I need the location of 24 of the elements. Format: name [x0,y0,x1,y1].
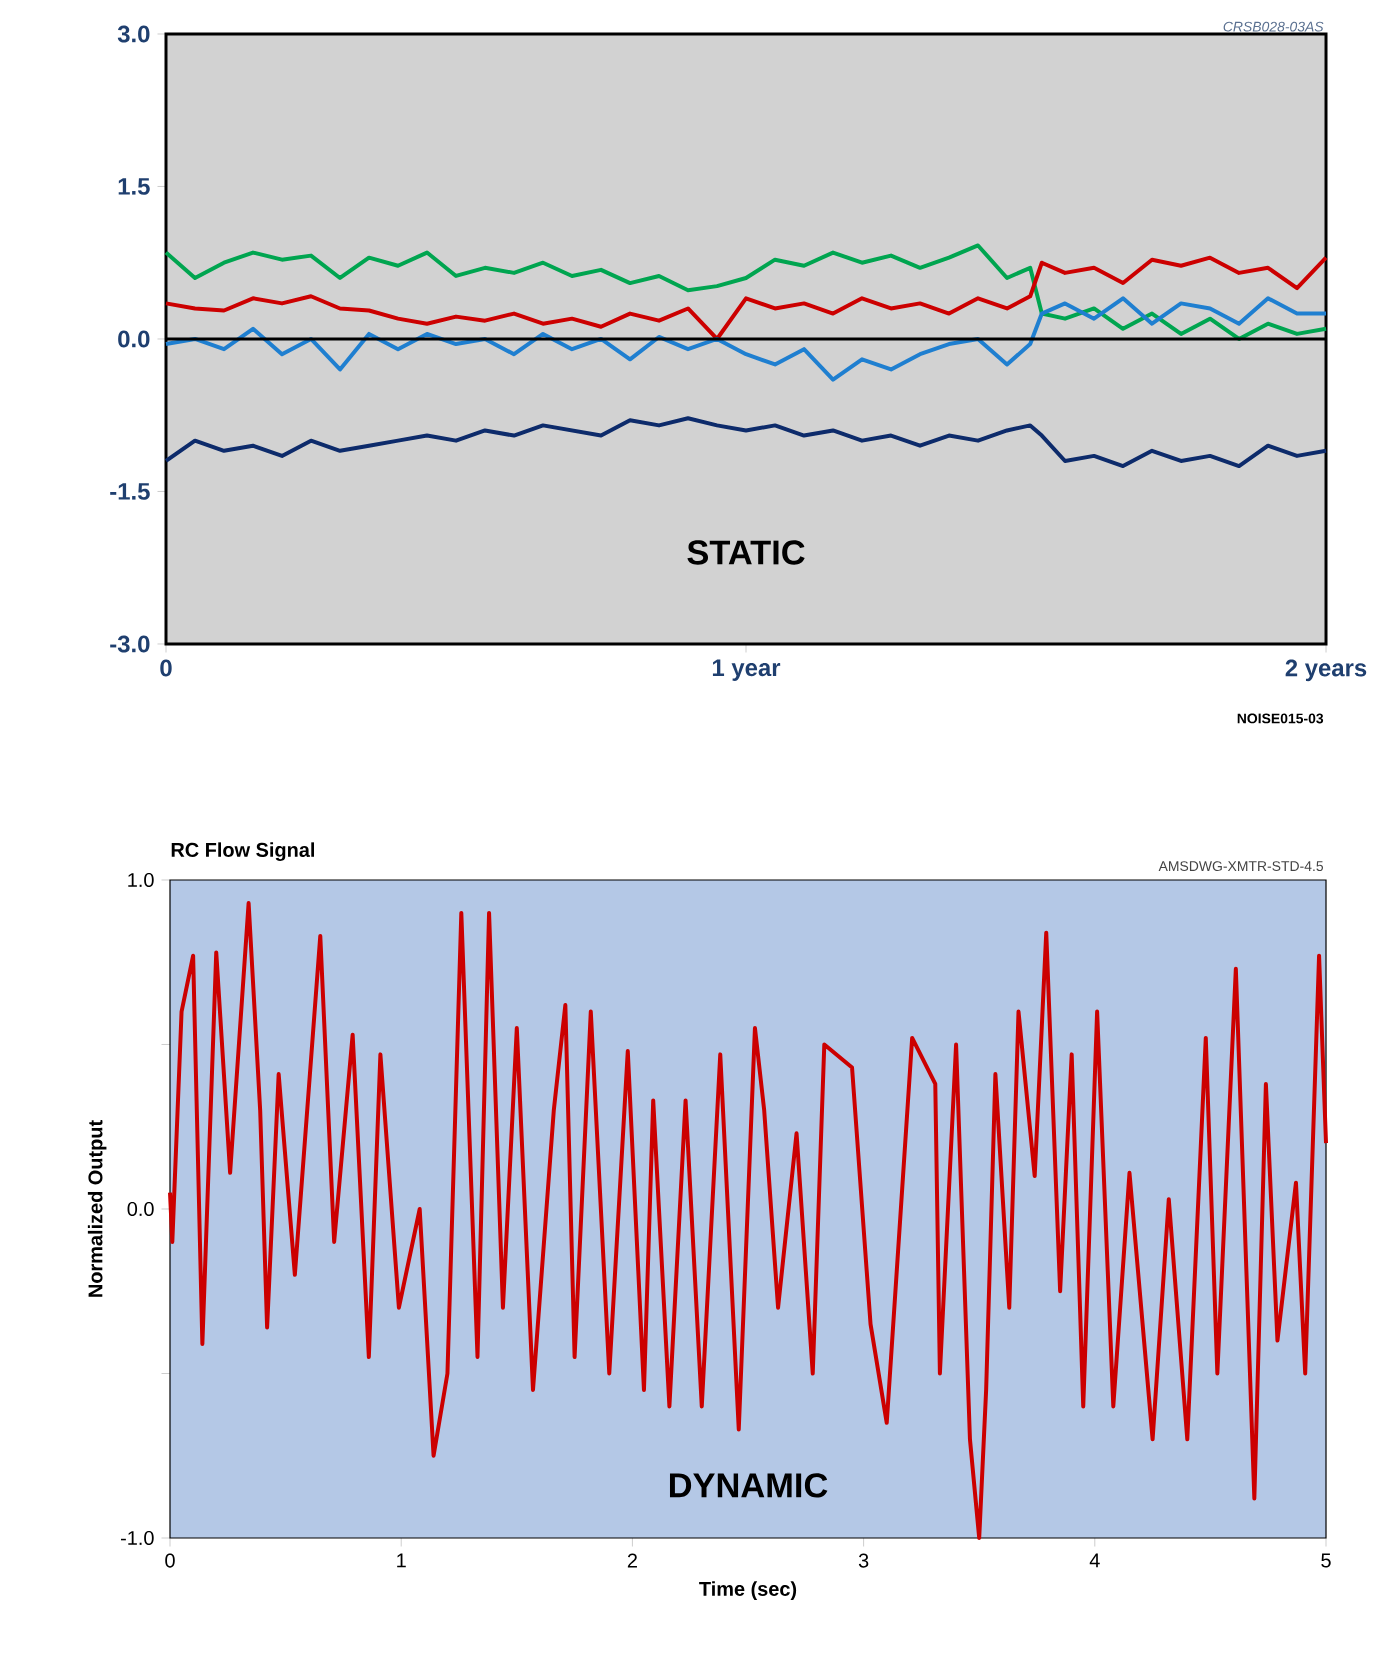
chart-title: RC Flow Signal [171,842,314,861]
x-tick-label: 4 [1089,1553,1100,1568]
y-tick-label: 0.0 [127,1201,154,1217]
x-tick-label: 0 [165,1553,175,1568]
y-tick-label: -3.0 [110,635,150,653]
y-tick-label: -1.0 [121,1530,154,1546]
x-tick-label: 5 [1321,1553,1331,1568]
y-tick-label: -1.5 [110,483,150,500]
x-tick-label: 3 [858,1553,869,1568]
x-tick-label: 1 year [712,659,781,681]
x-tick-label: 0 [160,659,172,677]
y-tick-label: 1.0 [128,872,154,888]
y-tick-label: 0.0 [118,330,150,348]
line-series [168,901,1329,1540]
line-series [164,296,1329,382]
annotation: DYNAMIC [669,1473,828,1498]
annotation: STATIC [687,540,805,565]
y-tick-label: 3.0 [117,25,150,43]
x-axis-title: Time (sec) [699,1581,797,1600]
x-tick-label: 2 years [1285,659,1367,682]
x-tick-label: 2 [627,1553,637,1568]
y-tick-label: 1.5 [118,178,150,195]
x-tick-label: 1 [397,1553,406,1568]
y-axis-title: Normalized Output [87,1120,107,1297]
